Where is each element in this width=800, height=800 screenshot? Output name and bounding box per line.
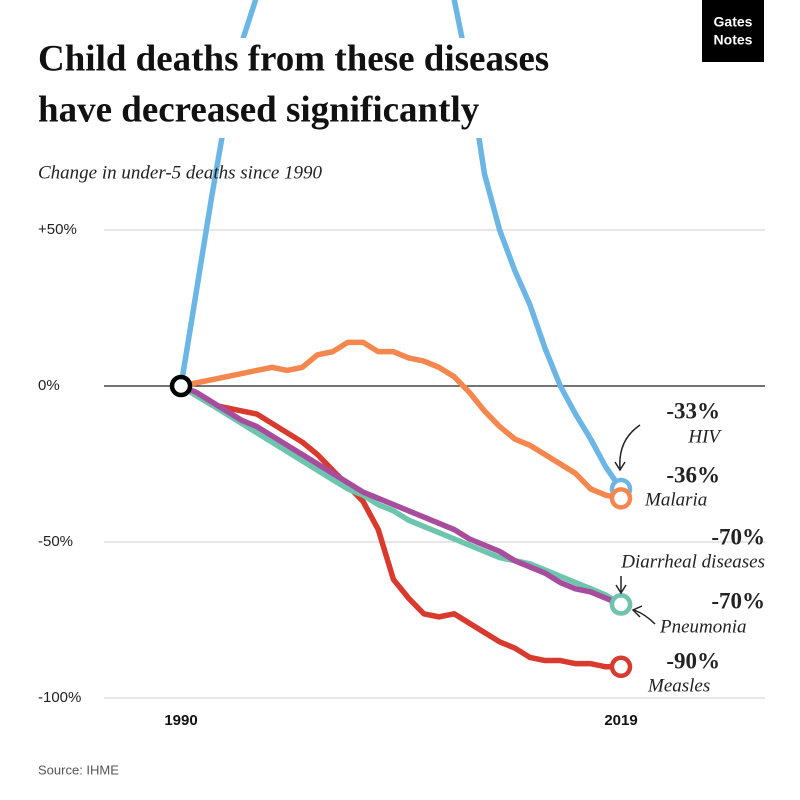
y-tick-label: -50%	[38, 533, 73, 550]
arrow-head	[615, 584, 627, 595]
series-label: Diarrheal diseases	[620, 551, 765, 572]
arrow-head	[614, 461, 626, 472]
end-marker	[609, 487, 633, 510]
subtitle: Change in under-5 deaths since 1990	[38, 162, 323, 183]
grid: +50% 0% -50% -100% 1990 2019	[38, 221, 765, 729]
data-label: -90%	[666, 648, 720, 673]
arrow-head	[631, 605, 643, 618]
logo-text: Gates	[714, 14, 753, 30]
series-line	[178, 0, 624, 492]
source: Source: IHME	[38, 762, 119, 777]
series-label: Measles	[647, 675, 710, 696]
series-line	[178, 383, 624, 670]
data-label: -70%	[711, 524, 765, 549]
series-label: Malaria	[644, 489, 707, 510]
x-tick-label: 2019	[604, 712, 637, 729]
lines	[169, 0, 633, 679]
y-tick-label: +50%	[38, 221, 77, 238]
chart-title: have decreased significantly	[38, 89, 480, 130]
start-marker	[169, 374, 193, 398]
end-marker	[609, 655, 633, 679]
logo	[702, 0, 764, 62]
arrow	[619, 424, 641, 469]
chart-title: Child deaths from these diseases	[38, 38, 549, 79]
y-tick-label: -100%	[38, 689, 81, 706]
series-line	[178, 339, 624, 502]
data-label: -36%	[666, 462, 720, 487]
arrow	[633, 609, 656, 625]
y-tick-label: 0%	[38, 377, 60, 394]
data-label: -70%	[711, 588, 765, 613]
logo-text: Notes	[714, 32, 753, 48]
title-background	[35, 38, 665, 138]
series-label: HIV	[687, 426, 722, 447]
series-label: Pneumonia	[659, 616, 747, 637]
series-line	[178, 383, 624, 608]
x-tick-label: 1990	[164, 712, 197, 729]
data-label: -33%	[666, 398, 720, 423]
end-marker	[609, 593, 633, 616]
end-labels: -33%HIV-36%Malaria-70%Diarrheal diseases…	[620, 398, 765, 696]
series-line	[178, 383, 624, 608]
arrows	[614, 424, 656, 625]
